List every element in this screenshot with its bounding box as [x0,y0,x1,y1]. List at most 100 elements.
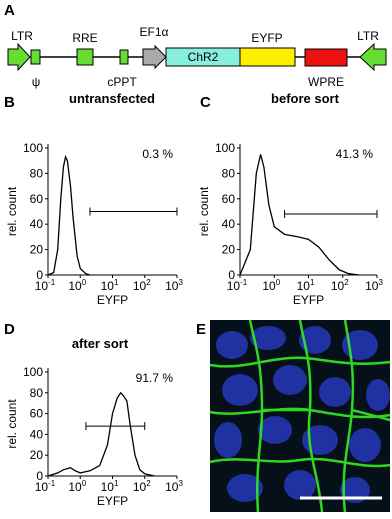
rre-box [76,48,94,66]
vector-label: EYFP [251,31,282,45]
cppt-box [119,49,129,65]
ef1a-arrow [142,44,167,70]
percent-annotation: 41.3 % [336,147,374,161]
panel-letter: C [200,94,211,111]
x-tick-base: 10 [365,279,379,293]
y-tick-label: 0 [36,469,43,483]
percent-annotation: 0.3 % [142,147,173,161]
vector-label: RRE [72,31,97,45]
y-tick-label: 0 [36,268,43,282]
x-tick-base: 10 [227,279,241,293]
y-tick-label: 60 [30,407,44,421]
x-tick-exponent: 2 [146,479,151,488]
x-tick-exponent: -1 [48,278,56,287]
y-tick-label: 20 [30,448,44,462]
x-tick-label: 100 [68,479,86,494]
x-tick-base: 10 [35,480,49,494]
panel-title: before sort [271,91,340,106]
x-axis-title: EYFP [97,293,128,307]
x-tick-base: 10 [35,279,49,293]
y-axis-title: rel. count [197,186,211,236]
x-tick-label: 103 [365,278,383,293]
vector-map: LTR ψ RRE cPPT EF1α ChR2 EYFP WPRE LTR [7,25,387,89]
y-axis-title: rel. count [5,186,19,236]
x-tick-exponent: 2 [344,278,349,287]
x-tick-label: 101 [297,278,315,293]
panel-letter: A [4,2,15,19]
microscopy-image [209,319,391,513]
vector-label: LTR [11,29,33,43]
x-tick-exponent: 0 [82,278,87,287]
x-tick-label: 100 [262,278,280,293]
x-tick-label: 102 [331,278,349,293]
x-tick-label: 101 [101,278,119,293]
wpre-box [304,48,348,67]
x-tick-base: 10 [101,480,115,494]
x-tick-exponent: -1 [48,479,56,488]
y-tick-label: 0 [228,268,235,282]
x-tick-exponent: -1 [240,278,248,287]
x-tick-label: 103 [165,278,183,293]
y-tick-label: 20 [222,243,236,257]
x-tick-label: 102 [133,479,151,494]
percent-annotation: 91.7 % [136,371,174,385]
panel-letter: D [4,321,15,338]
x-tick-label: 10-1 [227,278,248,293]
y-tick-label: 20 [30,243,44,257]
x-tick-exponent: 1 [310,278,315,287]
vector-label: cPPT [107,75,137,89]
x-tick-exponent: 0 [276,278,281,287]
panel-title: after sort [72,336,129,351]
y-tick-label: 60 [30,192,44,206]
y-tick-label: 40 [30,427,44,441]
ltr-arrow [7,42,31,72]
y-tick-label: 60 [222,192,236,206]
histogram-curve [47,391,155,477]
x-tick-exponent: 2 [146,278,151,287]
x-tick-exponent: 1 [114,278,119,287]
x-tick-label: 10-1 [35,479,56,494]
x-tick-base: 10 [165,279,179,293]
panel-letter: E [196,321,206,338]
x-tick-exponent: 3 [178,479,183,488]
vector-label: LTR [357,29,379,43]
x-tick-base: 10 [262,279,276,293]
y-tick-label: 100 [23,365,43,379]
vector-label: ψ [32,75,41,89]
ltr-arrow [359,42,387,72]
histogram-curve [47,154,91,276]
x-tick-base: 10 [133,480,147,494]
y-tick-label: 40 [30,217,44,231]
x-tick-exponent: 3 [378,278,383,287]
vector-label: ChR2 [188,50,219,64]
x-tick-label: 103 [165,479,183,494]
y-tick-label: 100 [215,141,235,155]
y-tick-label: 80 [30,166,44,180]
x-tick-label: 101 [101,479,119,494]
x-tick-base: 10 [331,279,345,293]
vector-label: EF1α [140,25,169,39]
x-tick-label: 102 [133,278,151,293]
x-tick-base: 10 [297,279,311,293]
psi-box [30,49,41,65]
x-tick-label: 100 [68,278,86,293]
x-tick-exponent: 0 [82,479,87,488]
x-tick-exponent: 1 [114,479,119,488]
panel-letter: B [4,94,15,111]
y-tick-label: 80 [222,166,236,180]
x-tick-base: 10 [68,279,82,293]
panel-title: untransfected [69,91,155,106]
x-axis-title: EYFP [293,293,324,307]
x-tick-base: 10 [133,279,147,293]
x-tick-label: 10-1 [35,278,56,293]
y-tick-label: 40 [222,217,236,231]
x-tick-exponent: 3 [178,278,183,287]
x-tick-base: 10 [165,480,179,494]
x-tick-base: 10 [101,279,115,293]
vector-label: WPRE [308,75,344,89]
